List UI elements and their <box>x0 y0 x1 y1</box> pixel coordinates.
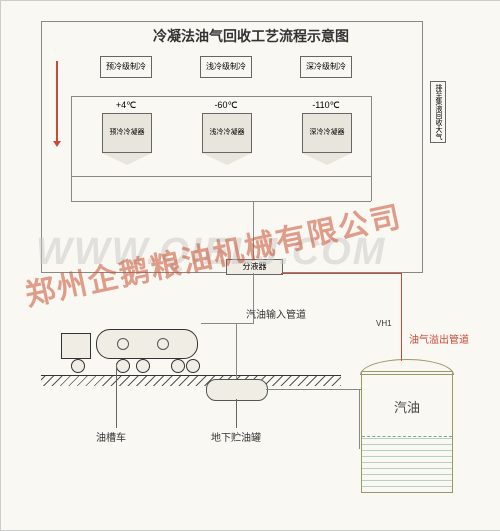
inlet-pipe-v <box>359 389 360 449</box>
vessel-body-1: 预冷冷凝器 <box>102 113 152 153</box>
diagram-page: 冷凝法油气回收工艺流程示意图 预冷级制冷 +4℃ 预冷冷凝器 浅冷级制冷 -60… <box>0 0 500 531</box>
truck-tank <box>96 329 198 359</box>
gasoline-tank: 汽油 <box>361 371 453 493</box>
label-valve: VH1 <box>376 319 392 328</box>
vapor-pipe-v <box>401 273 402 361</box>
label-pipe-out: 油气溢出管道 <box>409 331 469 346</box>
label-truck: 油槽车 <box>96 429 126 444</box>
unit-box-3: 深冷级制冷 <box>300 56 352 78</box>
tanker-truck <box>61 321 211 371</box>
vessel-body-2: 浅冷冷凝器 <box>202 113 252 153</box>
unit-box-1: 预冷级制冷 <box>100 56 152 78</box>
leader-underground <box>236 399 237 428</box>
pipe-to-dist <box>253 201 254 259</box>
pipe-bottom <box>71 201 371 202</box>
ground-line <box>41 373 341 383</box>
inlet-pipe <box>266 389 361 390</box>
pipe-v1 <box>71 96 72 201</box>
pipe-v2 <box>371 96 372 201</box>
vessel-cone-1 <box>102 153 152 165</box>
ground-hatch <box>41 375 341 386</box>
inlet-arrow <box>56 61 58 141</box>
unit-deep: 深冷级制冷 -110℃ 深冷冷凝器 <box>296 56 356 163</box>
temp-3: -110℃ <box>296 100 356 111</box>
unit-precool: 预冷级制冷 +4℃ 预冷冷凝器 <box>96 56 156 163</box>
leader-truck <box>116 363 117 428</box>
label-underground: 地下贮油罐 <box>211 429 261 444</box>
wheel-1 <box>71 359 85 373</box>
vessel-2: 浅冷冷凝器 <box>202 113 250 163</box>
pipe-h1 <box>201 323 254 324</box>
pipe-to-underground <box>236 323 237 379</box>
truck-port-1 <box>117 338 129 350</box>
label-pipe-in: 汽油输入管道 <box>246 306 306 321</box>
truck-cab <box>61 333 91 359</box>
truck-port-2 <box>157 338 169 350</box>
vessel-cone-3 <box>302 153 352 165</box>
underground-tank <box>206 379 268 401</box>
vapor-pipe-h <box>281 273 402 274</box>
wheel-2 <box>116 359 130 373</box>
pipe-mid <box>71 176 371 177</box>
vessel-cone-2 <box>202 153 252 165</box>
wheel-4 <box>171 359 185 373</box>
distributor-box: 分液器 <box>226 259 283 275</box>
unit-shallow: 浅冷级制冷 -60℃ 浅冷冷凝器 <box>196 56 256 163</box>
tank-liquid <box>362 436 452 492</box>
wheel-5 <box>186 359 200 373</box>
pipe-top <box>71 96 371 97</box>
temp-1: +4℃ <box>96 100 156 111</box>
temp-2: -60℃ <box>196 100 256 111</box>
wheel-3 <box>136 359 150 373</box>
vessel-body-3: 深冷冷凝器 <box>302 113 352 153</box>
vessel-3: 深冷冷凝器 <box>302 113 350 163</box>
tank-label: 汽油 <box>362 397 452 416</box>
vessel-1: 预冷冷凝器 <box>102 113 150 163</box>
exhaust-box: 排至集液回收大气 <box>430 81 446 143</box>
unit-box-2: 浅冷级制冷 <box>200 56 252 78</box>
